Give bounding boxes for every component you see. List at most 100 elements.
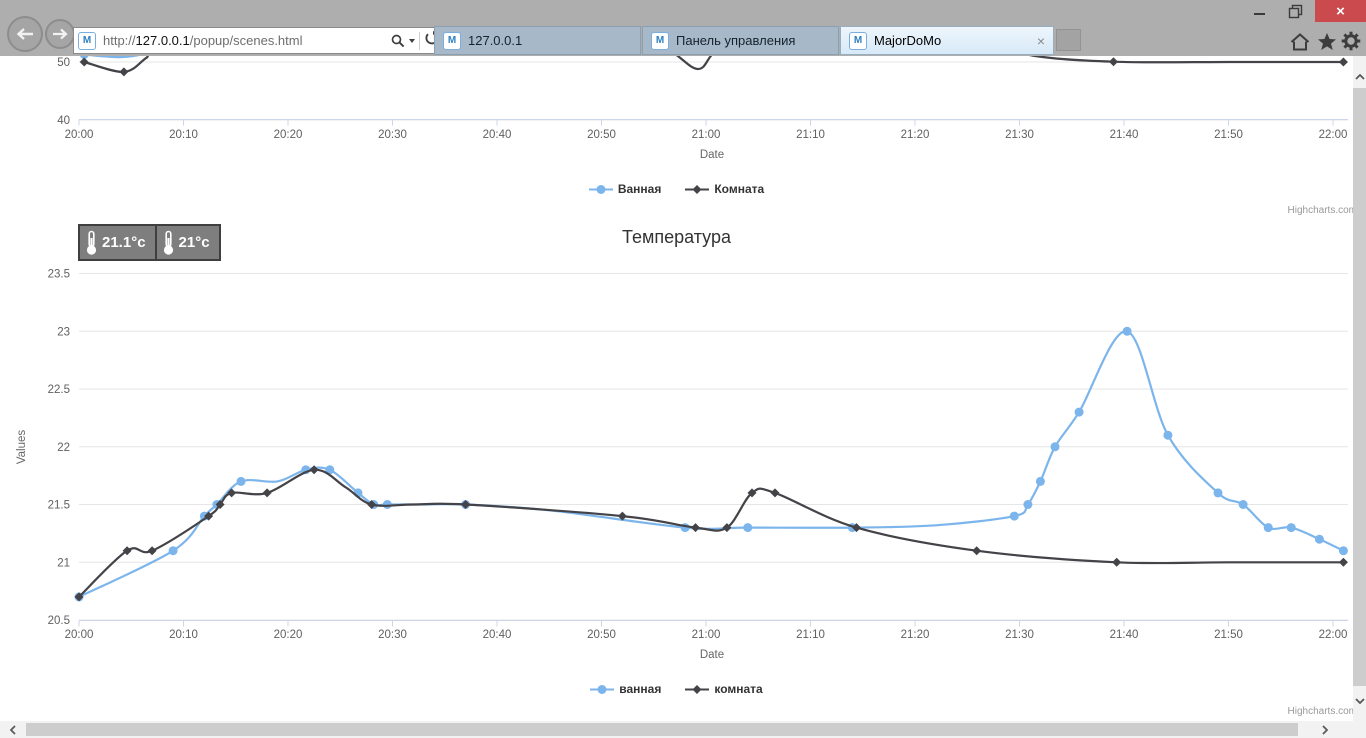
legend-item-комната[interactable]: комната [685,682,763,696]
data-point [972,546,982,556]
tab-majordomo-active[interactable]: M MajorDoMo × [840,26,1054,55]
data-point [461,500,471,509]
data-point [1035,476,1045,486]
x-tick-label: 20:30 [378,129,407,141]
legend-item-Комната[interactable]: Комната [685,182,764,196]
minimize-button[interactable] [1245,0,1273,22]
scroll-down-button[interactable] [1353,694,1366,708]
x-tick-label: 20:20 [274,629,303,641]
x-tick-label: 21:40 [1110,129,1139,141]
window-titlebar: × [0,0,1366,25]
x-tick-label: 20:00 [65,629,94,641]
highcharts-credit-link[interactable]: Highcharts.com [1287,706,1357,717]
x-tick-label: 20:50 [587,629,616,641]
y-tick-label: 21.5 [48,500,70,512]
data-point [309,465,319,475]
y-tick-label: 23.5 [48,269,70,281]
x-axis-title: Date [700,649,724,661]
data-point [1109,57,1118,67]
data-point [325,465,335,475]
browser-toolbar: M http://127.0.0.1/popup/scenes.html M 1… [0,16,1366,56]
diamond-marker-icon [685,184,710,194]
data-point [1286,523,1296,533]
top-chart-legend: Ванная Комната [0,182,1353,196]
url-text: http://127.0.0.1/popup/scenes.html [103,33,387,48]
site-icon: M [78,31,96,50]
bathroom-temp-value: 21.1°c [102,234,146,251]
x-tick-label: 22:00 [1319,129,1348,141]
data-point [1213,488,1223,498]
x-tick-label: 21:20 [901,129,930,141]
data-point [367,500,377,509]
chevron-right-icon [1322,724,1328,735]
data-point [74,592,84,602]
data-point [204,511,214,521]
restore-button[interactable] [1281,0,1309,22]
favorites-button[interactable] [1315,30,1339,52]
restore-icon [1288,4,1302,18]
highcharts-credit-link[interactable]: Highcharts.com [1287,205,1357,216]
series-line-ванная [78,330,1344,598]
x-tick-label: 22:00 [1319,629,1348,641]
chevron-up-icon [1354,74,1365,80]
search-button[interactable] [391,34,415,48]
star-icon [1318,32,1336,50]
scrollbar-corner [1353,721,1366,738]
data-point [147,546,157,556]
thermometer-icon [163,230,173,255]
tab-label: MajorDoMo [874,33,942,48]
x-tick-label: 21:00 [692,129,721,141]
horizontal-scroll-thumb[interactable] [26,723,1298,736]
temperature-chart-legend: ванная комната [0,682,1353,696]
url-scheme: http:// [103,33,136,48]
diamond-marker-icon [685,684,710,694]
legend-label: Ванная [617,182,662,196]
data-point [236,476,246,486]
vertical-scroll-thumb[interactable] [1353,88,1366,686]
new-tab-button[interactable] [1056,29,1081,51]
thermometer-icon [86,230,97,255]
data-point [1122,326,1132,336]
chevron-left-icon [10,724,16,735]
back-button[interactable] [7,16,43,52]
search-dropdown-caret-icon [409,38,415,43]
legend-item-Ванная[interactable]: Ванная [588,182,662,196]
thermometer-badge-room[interactable]: 21°c [154,224,221,261]
close-icon: × [1336,2,1345,20]
y-tick-label: 22.5 [48,384,70,396]
home-icon [1290,32,1310,50]
tab-panel-upravleniya[interactable]: M Панель управления [642,26,839,55]
home-button[interactable] [1288,30,1312,52]
scroll-left-button[interactable] [6,723,20,736]
series-line-комната [78,468,1344,598]
url-host: 127.0.0.1 [135,33,190,48]
x-tick-label: 20:40 [483,629,512,641]
close-button[interactable]: × [1315,0,1366,22]
tab-127-0-0-1[interactable]: M 127.0.0.1 [434,26,641,55]
tab-close-button[interactable]: × [1036,32,1045,49]
chart-title: Температура [621,227,732,247]
scroll-up-button[interactable] [1353,70,1366,84]
data-point [1163,430,1173,440]
x-tick-label: 20:00 [65,129,94,141]
thermometer-badge-bathroom[interactable]: 21.1°c [78,224,157,261]
address-bar[interactable]: M http://127.0.0.1/popup/scenes.html [73,27,444,54]
gear-icon [1341,31,1361,51]
data-point [1338,546,1348,556]
data-point [722,523,732,533]
data-point [227,488,237,498]
data-point [1338,57,1348,67]
chevron-down-icon [1354,698,1365,704]
data-point [852,523,861,533]
thermometer-widgets: 21.1°c 21°c [78,224,221,261]
forward-button[interactable] [45,19,75,49]
scroll-right-button[interactable] [1318,723,1332,736]
legend-item-ванная[interactable]: ванная [590,682,661,696]
site-icon: M [849,31,867,50]
x-tick-label: 21:30 [1005,129,1034,141]
legend-label: Комната [714,182,765,196]
tools-button[interactable] [1339,30,1363,52]
data-point [691,523,700,533]
y-axis-title: Values [16,430,28,465]
